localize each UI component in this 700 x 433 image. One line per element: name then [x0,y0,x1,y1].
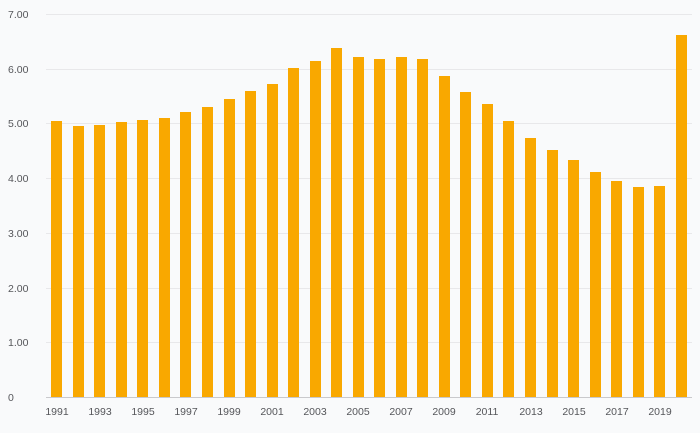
bar-2003[interactable] [310,61,321,397]
x-tick-label: 2009 [432,406,456,418]
bar-2001[interactable] [267,84,278,397]
bar-1998[interactable] [202,107,213,397]
bar-2013[interactable] [525,138,536,397]
gridline [46,69,692,70]
gridline [46,288,692,289]
y-tick-label: 7.00 [8,9,29,21]
bar-1992[interactable] [73,126,84,397]
bar-2016[interactable] [590,172,601,397]
x-tick-label: 2017 [605,406,629,418]
bar-2011[interactable] [482,104,493,397]
y-tick-label: 4.00 [8,173,29,185]
bar-2009[interactable] [439,76,450,397]
gridline [46,233,692,234]
bar-2015[interactable] [568,160,579,397]
x-tick-label: 2013 [519,406,543,418]
bar-1991[interactable] [51,121,62,397]
bar-1999[interactable] [224,99,235,397]
x-tick-label: 2019 [648,406,672,418]
y-tick-label: 2.00 [8,283,29,295]
bar-1996[interactable] [159,118,170,397]
bar-2019[interactable] [654,186,665,397]
x-tick-label: 1995 [131,406,155,418]
y-tick-label: 5.00 [8,118,29,130]
bar-2018[interactable] [633,187,644,397]
bar-2008[interactable] [417,59,428,397]
bar-2000[interactable] [245,91,256,397]
bar-2020[interactable] [676,35,687,397]
bar-2012[interactable] [503,121,514,397]
bar-2004[interactable] [331,48,342,397]
x-tick-label: 2003 [303,406,327,418]
gridline [46,14,692,15]
x-tick-label: 1993 [88,406,112,418]
bar-1994[interactable] [116,122,127,397]
gridline [46,342,692,343]
x-tick-label: 1997 [174,406,198,418]
y-tick-label: 1.00 [8,337,29,349]
bar-1993[interactable] [94,125,105,397]
y-tick-label: 6.00 [8,64,29,76]
x-tick-label: 1999 [217,406,241,418]
bar-2007[interactable] [396,57,407,397]
gridline [46,123,692,124]
x-axis-baseline [46,397,692,398]
bar-1995[interactable] [137,120,148,397]
bar-2005[interactable] [353,57,364,397]
x-tick-label: 2011 [475,406,499,418]
bar-2002[interactable] [288,68,299,397]
bar-2006[interactable] [374,59,385,397]
bar-1997[interactable] [180,112,191,397]
gridline [46,178,692,179]
bar-2017[interactable] [611,181,622,397]
bar-2010[interactable] [460,92,471,397]
y-tick-label: 0 [8,392,14,404]
bar-2014[interactable] [547,150,558,397]
x-tick-label: 1991 [45,406,69,418]
x-tick-label: 2007 [389,406,413,418]
x-tick-label: 2005 [346,406,370,418]
x-tick-label: 2015 [562,406,586,418]
y-tick-label: 3.00 [8,228,29,240]
x-tick-label: 2001 [260,406,284,418]
